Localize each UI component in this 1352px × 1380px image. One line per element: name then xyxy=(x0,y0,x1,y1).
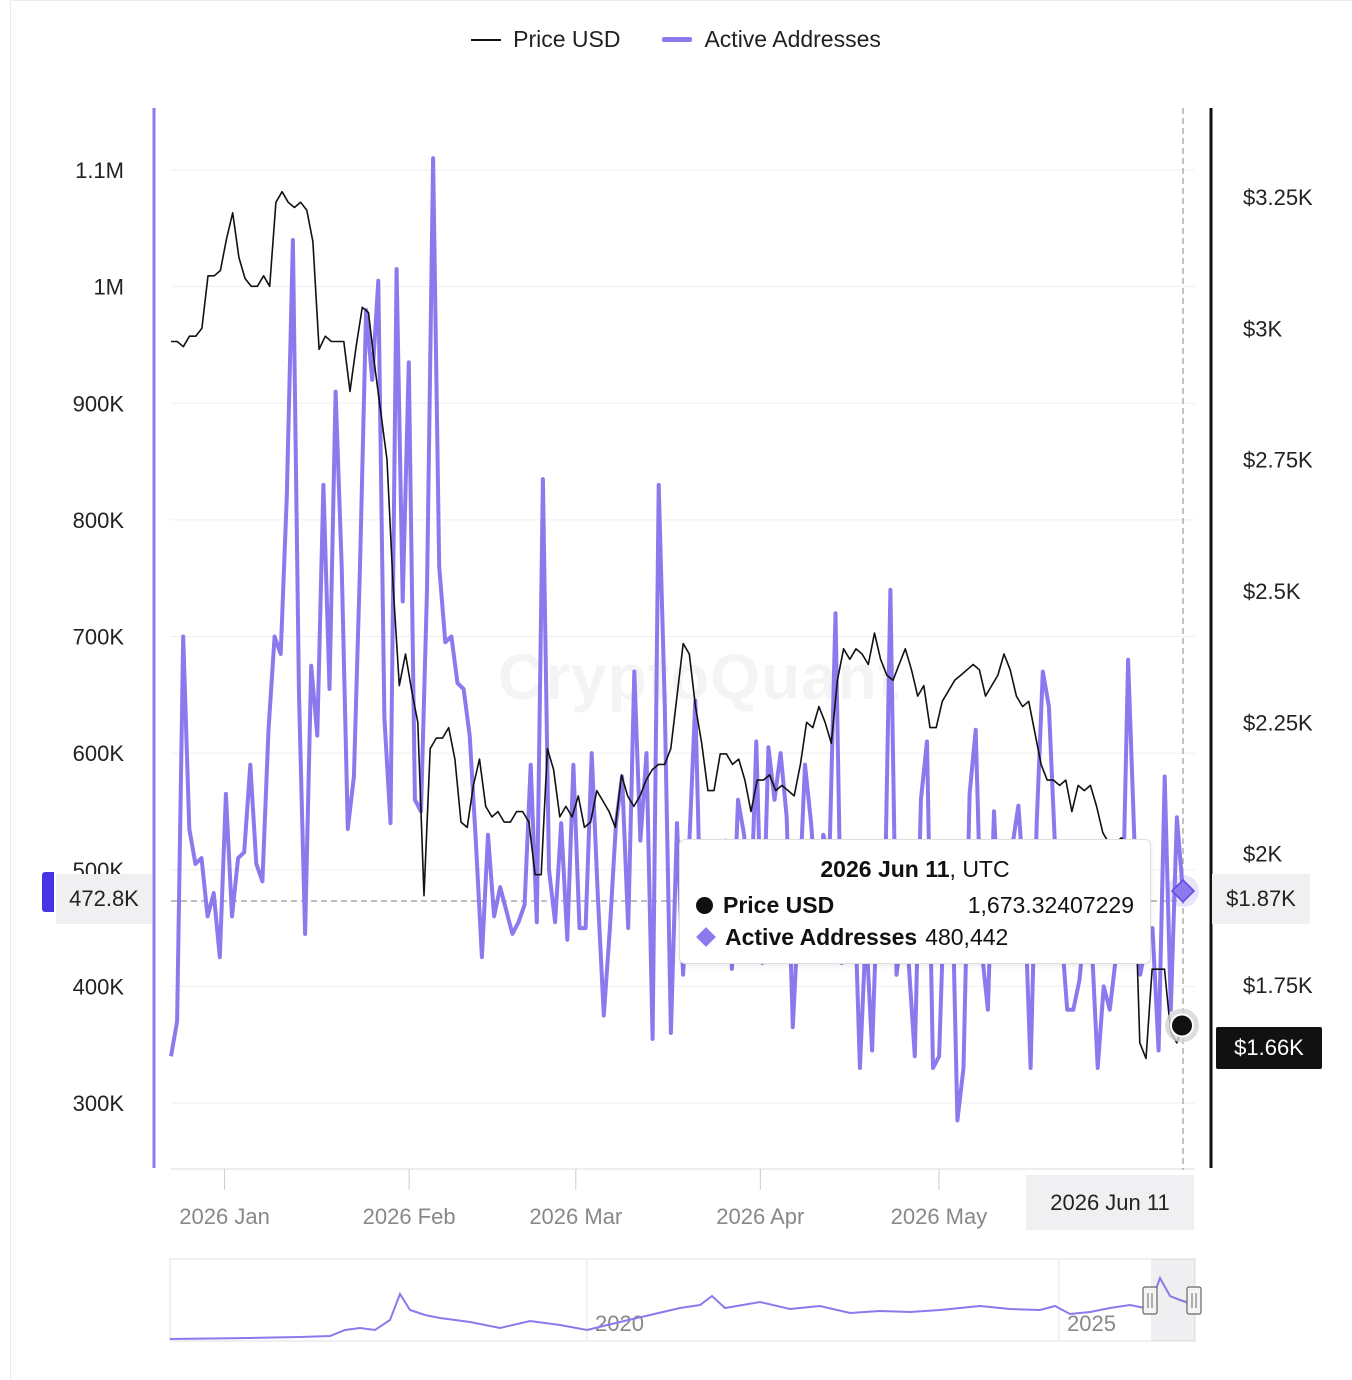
y-right-tick-label: $1.75K xyxy=(1243,973,1313,998)
y-right-tick-label: $2.5K xyxy=(1243,579,1301,604)
crosshair-left-value: 472.8K xyxy=(56,874,152,924)
series-line-price xyxy=(171,190,1184,1060)
y-left-tick-label: 1.1M xyxy=(75,158,124,183)
x-tick-label: 2026 Apr xyxy=(716,1204,804,1229)
y-right-tick-label: $2.25K xyxy=(1243,710,1313,735)
tooltip-row-price: Price USD 1,673.32407229 xyxy=(696,889,1134,921)
legend-item-price[interactable]: Price USD xyxy=(471,26,620,53)
navigator-handle xyxy=(1186,1286,1202,1315)
y-left-tick-label: 600K xyxy=(73,741,125,766)
x-tick-label: 2026 May xyxy=(891,1204,988,1229)
chart-frame xyxy=(10,0,1352,1380)
tooltip-addr-label: Active Addresses xyxy=(725,923,918,950)
addr-hover-marker xyxy=(1170,878,1196,904)
price-hover-marker xyxy=(1170,1013,1194,1038)
navigator-frame xyxy=(169,1258,1196,1342)
legend-label-active-addresses: Active Addresses xyxy=(704,26,881,52)
current-price-badge: $1.66K xyxy=(1216,1027,1322,1069)
x-tick-label: 2026 Mar xyxy=(529,1204,622,1229)
legend-item-active-addresses[interactable]: Active Addresses xyxy=(662,26,881,53)
price-dot-icon xyxy=(696,896,713,914)
legend: Price USD Active Addresses xyxy=(0,26,1352,53)
crosshair-right-value: $1.87K xyxy=(1212,874,1310,924)
x-tick-label: 2026 Feb xyxy=(363,1204,456,1229)
tooltip: 2026 Jun 11, UTC Price USD 1,673.3240722… xyxy=(679,839,1151,964)
series-line-active-addresses xyxy=(169,156,1185,1123)
y-left-tick-label: 1M xyxy=(93,275,124,300)
tooltip-timezone: , UTC xyxy=(949,856,1010,882)
tooltip-row-addresses: Active Addresses 480,442 xyxy=(696,921,1134,953)
legend-swatch-active-addresses xyxy=(662,37,693,42)
navigator-label-2025: 2025 xyxy=(1067,1311,1116,1336)
tooltip-price-label: Price USD xyxy=(723,891,835,918)
tooltip-addr-value: 480,442 xyxy=(925,923,1009,950)
y-left-tick-label: 700K xyxy=(73,625,125,650)
crosshair-date: 2026 Jun 11 xyxy=(1026,1175,1194,1230)
tooltip-price-value: 1,673.32407229 xyxy=(967,891,1134,918)
y-left-tick-label: 800K xyxy=(73,508,125,533)
x-tick-label: 2026 Jan xyxy=(179,1204,270,1229)
y-right-tick-label: $3K xyxy=(1243,316,1282,341)
tooltip-title: 2026 Jun 11, UTC xyxy=(696,856,1134,883)
y-right-tick-label: $2K xyxy=(1243,842,1282,867)
navigator-handle xyxy=(1142,1286,1158,1315)
y-right-tick-label: $3.25K xyxy=(1243,185,1313,210)
tooltip-date: 2026 Jun 11 xyxy=(820,856,950,882)
legend-swatch-price xyxy=(471,38,502,41)
y-right-tick-label: $2.75K xyxy=(1243,448,1313,473)
y-left-tick-label: 400K xyxy=(73,974,125,999)
navigator-label-2020: 2020 xyxy=(595,1311,644,1336)
y-left-tick-label: 300K xyxy=(73,1091,125,1116)
crosshair-left-marker xyxy=(42,872,54,912)
legend-label-price: Price USD xyxy=(513,26,621,52)
navigator-series-line xyxy=(169,1275,1196,1340)
y-left-tick-label: 900K xyxy=(73,391,125,416)
diamond-icon xyxy=(696,927,716,947)
